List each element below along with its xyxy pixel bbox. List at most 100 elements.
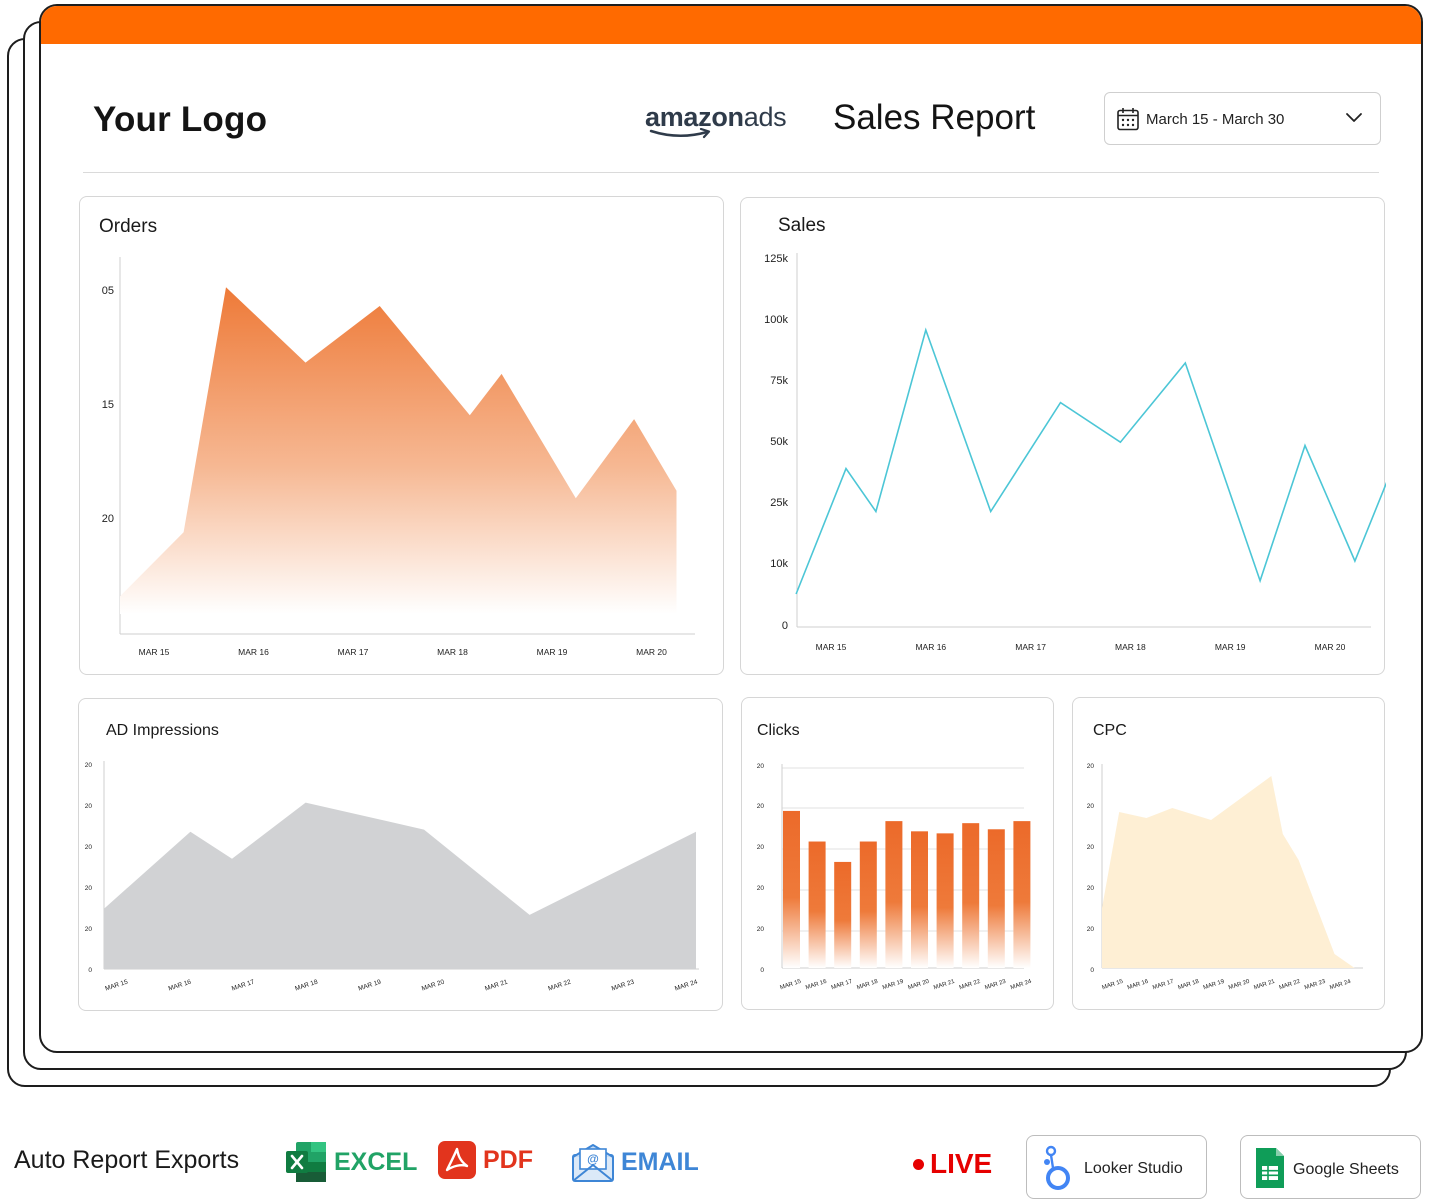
click-bar — [962, 823, 980, 968]
y-tick-label: 20 — [757, 763, 765, 770]
sales-line — [795, 327, 1386, 595]
live-label: LIVE — [930, 1148, 993, 1179]
y-tick-label: 20 — [757, 844, 765, 851]
y-tick-label: 75k — [770, 375, 788, 387]
click-bar — [911, 831, 928, 968]
x-tick-label: MAR 17 — [1015, 642, 1046, 652]
looker-studio-label: Looker Studio — [1084, 1160, 1183, 1177]
impressions-chart: 0 20 20 20 20 20 MAR 15 MAR 16 MAR 17 MAR 18 MAR 1… — [85, 761, 699, 993]
x-tick-label: MAR 20 — [1228, 979, 1251, 992]
chevron-down-icon — [1346, 113, 1362, 122]
click-bar — [834, 861, 852, 968]
email-icon: @ — [572, 1144, 614, 1182]
impressions-area — [104, 802, 696, 969]
y-tick-label: 50k — [770, 436, 788, 448]
y-tick-label: 20 — [1087, 926, 1095, 933]
x-tick-label: MAR 19 — [537, 647, 568, 657]
x-tick-label: MAR 24 — [1010, 979, 1033, 992]
y-tick-label: 20 — [757, 885, 765, 892]
x-tick-label: MAR 17 — [831, 979, 854, 992]
calendar-icon — [1117, 108, 1139, 131]
x-tick-label: MAR 24 — [674, 978, 699, 992]
x-tick-label: MAR 21 — [1253, 979, 1276, 992]
y-tick-label: 0 — [760, 967, 764, 974]
x-tick-label: MAR 19 — [1203, 979, 1226, 992]
y-tick-label: 20 — [757, 803, 765, 810]
export-pdf-label: PDF — [483, 1145, 533, 1174]
click-bar — [859, 841, 877, 968]
clicks-title: Clicks — [757, 722, 800, 739]
export-excel-button[interactable]: EXCEL — [284, 1140, 417, 1184]
date-range-value: March 15 - March 30 — [1146, 111, 1285, 128]
x-tick-label: MAR 16 — [168, 978, 193, 992]
x-tick-label: MAR 20 — [1315, 642, 1346, 652]
y-tick-label: 20 — [85, 844, 93, 851]
impressions-panel: 0 20 20 20 20 20 MAR 15 MAR 16 MAR 17 MAR 18 MAR 1… — [78, 698, 723, 1011]
clicks-panel: 0 20 20 20 20 20 MAR 15 MAR 16 MAR 17 MAR 18 MAR 1… — [741, 697, 1054, 1010]
y-tick-label: 15 — [102, 399, 114, 411]
looker-studio-icon — [1044, 1145, 1070, 1190]
x-tick-label: MAR 20 — [421, 978, 446, 992]
x-tick-label: MAR 22 — [547, 978, 572, 992]
y-tick-label: 0 — [1090, 967, 1094, 974]
google-sheets-label: Google Sheets — [1293, 1161, 1399, 1178]
auto-report-exports-label: Auto Report Exports — [14, 1146, 240, 1174]
google-sheets-icon — [1256, 1148, 1284, 1188]
x-tick-label: MAR 16 — [1127, 979, 1150, 992]
looker-studio-button[interactable]: Looker Studio — [1026, 1135, 1207, 1199]
y-tick-label: 20 — [85, 885, 93, 892]
x-tick-label: MAR 15 — [104, 978, 129, 992]
x-tick-label: MAR 15 — [816, 642, 847, 652]
page-title: Sales Report — [833, 98, 1036, 137]
cpc-panel: 0 20 20 20 20 20 MAR 15 MAR 16 MAR 17 MAR 18 MAR 1… — [1072, 697, 1385, 1010]
live-indicator: LIVE — [913, 1148, 992, 1180]
report-card: Your Logo amazonads Sales Report March 1… — [39, 4, 1423, 1053]
y-tick-label: 05 — [102, 285, 114, 297]
export-email-label: EMAIL — [621, 1147, 699, 1176]
amazon-smile-icon — [649, 128, 711, 139]
click-bar — [885, 821, 903, 968]
ads-word: ads — [743, 102, 787, 132]
pdf-icon — [438, 1141, 476, 1179]
amazon-ads-logo: amazonads — [645, 102, 795, 144]
x-tick-label: MAR 18 — [1177, 979, 1200, 992]
cpc-title: CPC — [1093, 722, 1127, 739]
click-bar — [936, 833, 954, 968]
x-tick-label: MAR 16 — [915, 642, 946, 652]
export-pdf-button[interactable]: PDF — [437, 1140, 533, 1180]
x-tick-label: MAR 18 — [1115, 642, 1146, 652]
export-email-button[interactable]: @ EMAIL — [571, 1141, 699, 1183]
x-tick-label: MAR 17 — [338, 647, 369, 657]
x-tick-label: MAR 18 — [856, 979, 879, 992]
click-bar — [987, 829, 1005, 968]
x-tick-label: MAR 17 — [231, 978, 256, 992]
x-tick-label: MAR 20 — [636, 647, 667, 657]
x-tick-label: MAR 15 — [1101, 979, 1124, 992]
y-tick-label: 20 — [85, 803, 93, 810]
y-tick-label: 0 — [782, 620, 788, 632]
orders-area — [120, 287, 677, 614]
y-tick-label: 10k — [770, 558, 788, 570]
y-tick-label: 20 — [102, 513, 114, 525]
click-bar — [1013, 821, 1031, 968]
x-tick-label: MAR 16 — [805, 979, 828, 992]
cpc-chart: 0 20 20 20 20 20 MAR 15 MAR 16 MAR 17 MAR 18 MAR 1… — [1087, 763, 1363, 992]
x-tick-label: MAR 23 — [611, 978, 636, 992]
y-tick-label: 20 — [1087, 844, 1095, 851]
x-tick-label: MAR 19 — [1215, 642, 1246, 652]
x-tick-label: MAR 22 — [1279, 979, 1302, 992]
x-tick-label: MAR 18 — [294, 978, 319, 992]
y-tick-label: 25k — [770, 497, 788, 509]
google-sheets-button[interactable]: Google Sheets — [1240, 1135, 1421, 1199]
x-tick-label: MAR 24 — [1329, 979, 1352, 992]
x-tick-label: MAR 22 — [959, 979, 982, 992]
x-tick-label: MAR 21 — [933, 979, 956, 992]
x-tick-label: MAR 19 — [357, 978, 382, 992]
y-tick-label: 125k — [764, 253, 788, 265]
live-dot-icon — [913, 1158, 924, 1170]
date-range-select[interactable]: March 15 - March 30 — [1104, 92, 1381, 145]
export-excel-label: EXCEL — [334, 1147, 418, 1176]
y-tick-label: 20 — [1087, 763, 1095, 770]
x-tick-label: MAR 17 — [1152, 979, 1175, 992]
header-divider — [83, 172, 1379, 173]
